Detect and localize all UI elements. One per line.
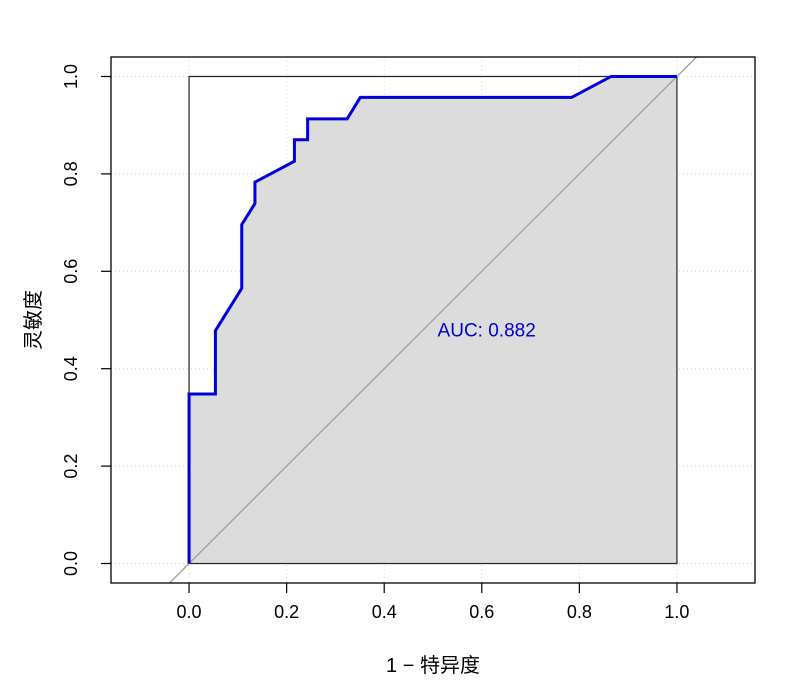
- y-axis: 0.0 0.2 0.4 0.6 0.8 1.0: [61, 64, 111, 576]
- y-tick-label-4: 0.8: [61, 161, 81, 186]
- x-tick-label-5: 1.0: [664, 602, 689, 622]
- x-tick-label-0: 0.0: [177, 602, 202, 622]
- reference-diagonal: [169, 56, 697, 584]
- plot-frame: [110, 56, 756, 584]
- x-tick-label-4: 0.8: [567, 602, 592, 622]
- y-tick-label-3: 0.6: [61, 259, 81, 284]
- auc-area-outline: [188, 75, 678, 565]
- roc-curve: [187, 74, 677, 564]
- x-tick-label-3: 0.6: [469, 602, 494, 622]
- x-axis: 0.0 0.2 0.4 0.6 0.8 1.0: [177, 583, 689, 622]
- y-tick-label-1: 0.2: [61, 454, 81, 479]
- auc-annotation: AUC: 0.882: [438, 321, 536, 342]
- x-tick-label-2: 0.4: [372, 602, 397, 622]
- y-tick-label-5: 1.0: [61, 64, 81, 89]
- y-tick-label-2: 0.4: [61, 356, 81, 381]
- x-axis-title: 1 − 特异度: [386, 654, 480, 677]
- x-tick-label-1: 0.2: [274, 602, 299, 622]
- y-tick-label-0: 0.0: [61, 551, 81, 576]
- y-axis-title: 灵敏度: [22, 290, 45, 350]
